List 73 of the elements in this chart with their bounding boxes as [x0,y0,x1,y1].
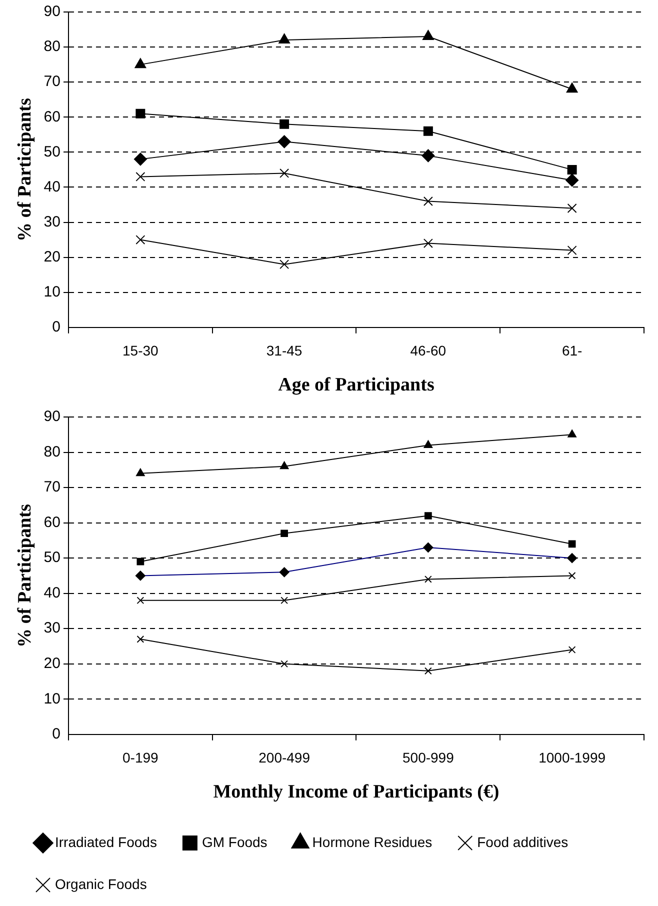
legend-label: Organic Foods [55,876,147,892]
x-tick-label: 15-30 [122,342,159,359]
y-tick-label: 60 [44,108,60,126]
y-tick-label: 70 [44,478,60,496]
point [568,572,576,580]
y-tick-label: 20 [44,655,60,672]
point [280,530,288,538]
y-tick-label: 50 [44,143,60,160]
x-tick-label: 31-45 [266,342,302,359]
point [278,34,290,44]
point [136,172,146,182]
point [422,149,435,162]
point [136,108,146,118]
point [422,30,434,40]
y-tick-label: 10 [44,283,60,300]
legend-label: Irradiated Foods [55,834,157,850]
y-tick-label: 80 [44,443,60,460]
y-tick-label: 20 [44,248,60,266]
point [423,196,433,206]
point [424,512,432,520]
point [567,164,577,174]
point [134,58,146,68]
y-axis-title: % of Participants [14,98,36,242]
y-tick-label: 90 [44,408,60,426]
point [136,235,146,245]
y-tick-label: 90 [44,3,60,20]
legend-label: GM Foods [202,834,268,850]
point [424,576,432,583]
x-tick-label: 1000-1999 [538,750,606,766]
y-tick-label: 80 [44,38,60,56]
point [567,204,577,213]
point [280,596,288,604]
point [567,246,577,256]
point [424,667,432,675]
point [566,82,578,93]
x-tick-label: 0-199 [122,750,159,766]
y-tick-label: 40 [44,178,60,196]
point [423,238,433,248]
y-axis-title: % of Participants [14,504,36,648]
y-tick-label: 70 [44,73,60,90]
y-tick-label: 30 [44,620,60,637]
point [568,646,576,654]
y-tick-label: 0 [52,318,60,336]
x-tick-label: 61- [562,342,583,359]
point [424,440,433,448]
point [136,596,144,604]
x-axis-title: Monthly Income of Participants (€) [213,782,500,803]
y-tick-label: 50 [44,549,60,566]
point [136,558,144,566]
y-tick-label: 40 [44,584,60,602]
point [136,636,144,643]
point [278,135,291,148]
point [134,152,147,166]
point [568,540,576,548]
y-tick-label: 10 [44,690,60,708]
point [566,174,579,187]
x-tick-label: 500-999 [402,750,454,766]
x-tick-label: 46-60 [410,342,446,359]
x-axis-title: Age of Participants [278,374,434,396]
y-tick-label: 60 [44,514,60,531]
point [280,461,289,470]
point [280,168,290,178]
legend-label: Hormone Residues [312,834,432,850]
x-tick-label: 200-499 [258,750,310,766]
point [280,260,290,270]
point [568,430,576,438]
point [136,468,145,476]
point [280,660,288,668]
y-tick-label: 0 [52,726,60,743]
point [423,126,433,136]
y-tick-label: 30 [44,213,60,230]
legend-label: Food additives [477,834,568,850]
point [280,119,290,129]
